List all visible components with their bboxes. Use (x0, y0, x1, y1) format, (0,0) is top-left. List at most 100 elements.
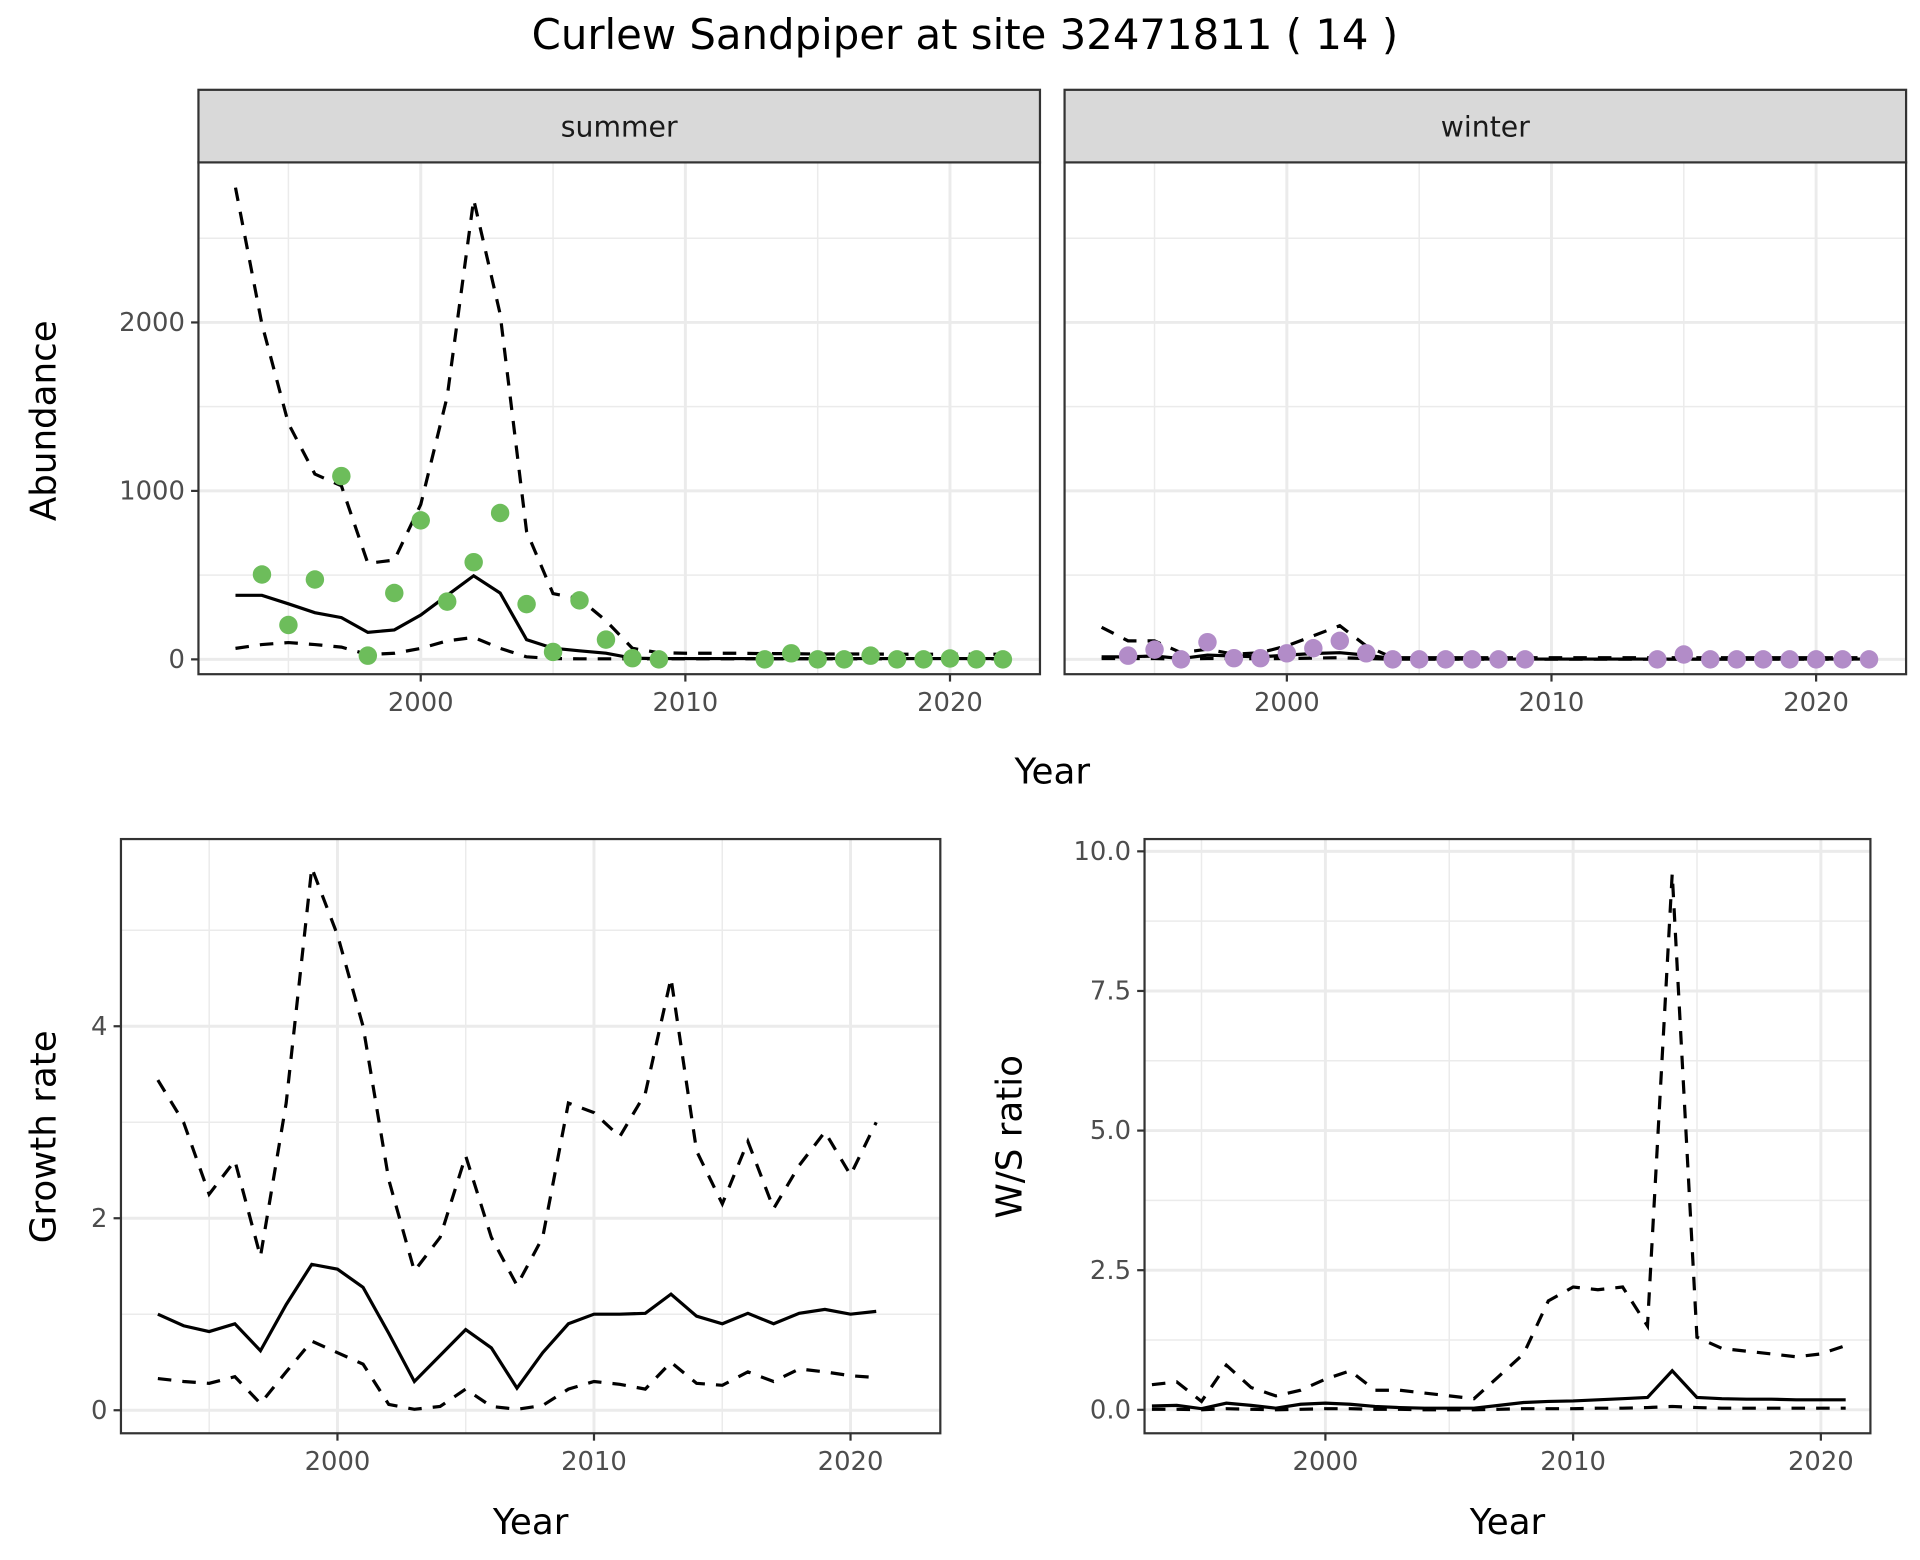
y-axis-title: W/S ratio (990, 1055, 1031, 1218)
x-tick-label: 2010 (653, 688, 719, 718)
data-point (1330, 631, 1350, 651)
data-point (1118, 646, 1138, 665)
data-point (1648, 650, 1667, 669)
x-tick-label: 2000 (1293, 1447, 1359, 1477)
x-tick-label: 2020 (1783, 688, 1849, 718)
y-tick-label: 4 (91, 1012, 107, 1042)
data-point (1727, 650, 1746, 669)
upper-ci-line (1151, 873, 1847, 1404)
x-tick-label: 2000 (388, 688, 454, 718)
data-point (1436, 650, 1455, 669)
data-point (385, 583, 404, 603)
data-point (781, 644, 801, 663)
panel-background (198, 162, 1040, 675)
data-point (1171, 650, 1191, 669)
data-point (1753, 650, 1773, 669)
y-tick-label: 2 (91, 1204, 107, 1234)
x-axis-title: Year (1014, 752, 1091, 793)
data-point (437, 592, 457, 611)
data-point (1198, 632, 1217, 652)
data-point (1145, 640, 1164, 659)
data-point (967, 650, 986, 669)
x-axis-title: Year (492, 1502, 569, 1543)
y-tick-label: 2.5 (1090, 1256, 1131, 1286)
panel-background (120, 839, 941, 1434)
data-point (1806, 650, 1826, 669)
data-point (1277, 644, 1297, 663)
data-point (1409, 650, 1429, 669)
panel-background (1144, 839, 1871, 1434)
data-point (1859, 650, 1879, 669)
y-tick-label: 0 (91, 1396, 107, 1426)
ratio-panel: 2000 2010 2020 0.0 2.5 5.0 7.5 10.0 (1073, 837, 1872, 1477)
x-tick-label: 2010 (561, 1447, 627, 1477)
data-point (623, 648, 642, 668)
y-tick-label: 0.0 (1090, 1395, 1131, 1425)
x-axis-title: Year (1469, 1502, 1546, 1543)
chart-title: Curlew Sandpiper at site 32471811 ( 14 ) (532, 10, 1398, 59)
data-point (1224, 648, 1244, 668)
x-tick-label: 2000 (1254, 688, 1320, 718)
x-tick-label: 2000 (305, 1447, 371, 1477)
panel-background (1064, 162, 1907, 675)
data-point (834, 650, 854, 669)
data-point (861, 646, 880, 665)
data-point (517, 594, 536, 614)
mean-line (157, 1262, 877, 1391)
y-tick-label: 1000 (119, 477, 185, 507)
data-point (755, 650, 774, 669)
y-axis-title: Growth rate (24, 1030, 65, 1243)
x-tick-label: 2010 (1519, 688, 1585, 718)
y-tick-label: 7.5 (1090, 977, 1131, 1007)
data-point (649, 650, 669, 669)
summer-panel: 2000 2010 2020 0 1000 2000 summer (119, 88, 1042, 718)
data-point (1515, 650, 1535, 669)
data-point (490, 503, 510, 523)
x-tick-label: 2020 (1788, 1447, 1854, 1477)
data-point (1489, 650, 1508, 669)
y-tick-label: 2000 (119, 308, 185, 338)
data-point (1357, 644, 1376, 663)
x-tick-label: 2020 (818, 1447, 884, 1477)
data-point (279, 615, 298, 635)
data-point (570, 591, 589, 610)
panel-border (119, 837, 942, 1435)
data-point (1674, 645, 1694, 664)
data-point (940, 649, 960, 668)
data-point (1701, 650, 1720, 669)
mean-line (1151, 1368, 1846, 1411)
y-tick-label: 10.0 (1073, 837, 1131, 867)
data-point (1833, 650, 1852, 669)
upper-ci-line (156, 867, 878, 1289)
data-point (411, 511, 430, 530)
data-point (914, 650, 933, 669)
x-tick-label: 2010 (1540, 1447, 1606, 1477)
data-point (808, 650, 827, 669)
data-point (464, 552, 483, 572)
data-point (596, 630, 616, 649)
data-point (1462, 650, 1482, 669)
data-point (887, 650, 907, 669)
facet-strip (1063, 88, 1908, 164)
data-point (543, 642, 563, 662)
winter-panel: 2000 2010 2020 winter (1063, 88, 1908, 718)
data-point (358, 646, 378, 665)
facet-label: winter (1441, 111, 1530, 144)
y-tick-label: 0 (168, 645, 184, 675)
data-point (1780, 650, 1799, 669)
panel-border (1143, 837, 1872, 1435)
y-axis-title: Abundance (24, 320, 65, 521)
x-tick-label: 2020 (917, 688, 983, 718)
lower-ci-line (1151, 1404, 1846, 1412)
data-point (305, 570, 325, 589)
data-point (332, 466, 351, 486)
data-point (1304, 639, 1323, 658)
growth-panel: 2000 2010 2020 0 2 4 (91, 837, 942, 1477)
data-point (1383, 650, 1402, 669)
y-tick-label: 5.0 (1090, 1116, 1131, 1146)
facet-strip (197, 88, 1042, 164)
data-point (993, 650, 1013, 669)
data-point (1251, 648, 1270, 668)
facet-label: summer (561, 111, 678, 144)
